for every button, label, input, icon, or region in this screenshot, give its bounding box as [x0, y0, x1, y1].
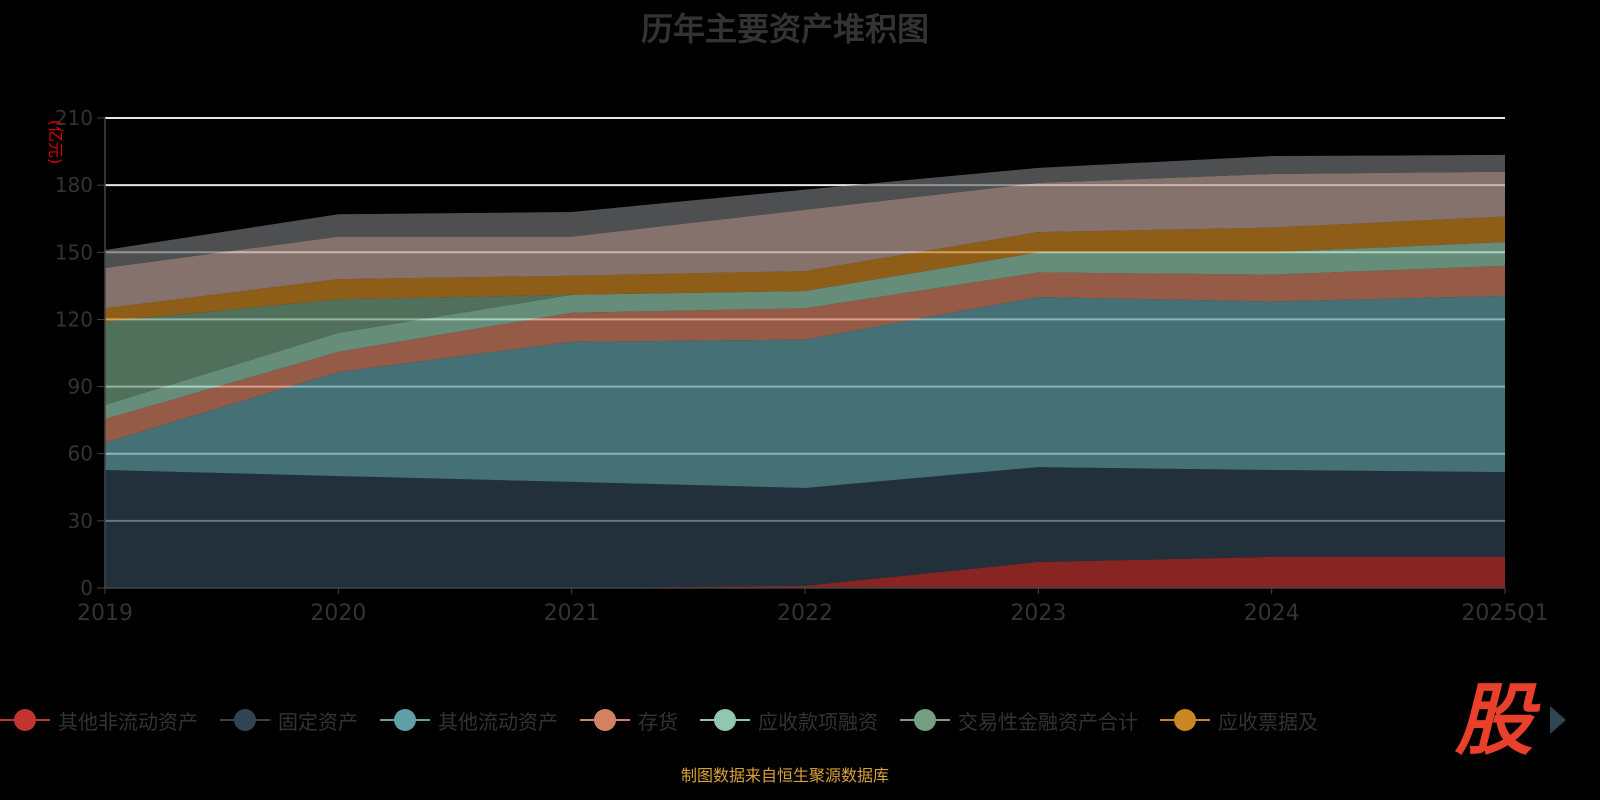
- y-tick-label: 150: [55, 240, 93, 264]
- legend-marker-icon: [380, 708, 430, 732]
- legend-label: 交易性金融资产合计: [958, 709, 1138, 734]
- legend-marker-icon: [220, 708, 270, 732]
- area-series: [105, 241, 1505, 405]
- x-tick-label: 2020: [310, 601, 366, 626]
- y-tick-label: 210: [55, 106, 93, 130]
- legend-marker-icon: [580, 708, 630, 732]
- legend-item[interactable]: 交易性金融资产合计: [900, 706, 1138, 735]
- legend-label: 应收款项融资: [758, 709, 878, 734]
- y-tick-label: 180: [55, 173, 93, 197]
- x-tick-label: 2024: [1244, 601, 1300, 626]
- chart-legend: 其他非流动资产 固定资产 其他流动资产 存货 应收款项融资 交易性金融资产合计 应收票据及: [0, 704, 1460, 736]
- legend-item[interactable]: 其他非流动资产: [0, 706, 198, 735]
- legend-marker-icon: [700, 708, 750, 732]
- x-tick-label: 2021: [544, 601, 600, 626]
- legend-item[interactable]: 应收票据及: [1160, 706, 1318, 735]
- y-axis-label: (亿元): [46, 120, 65, 165]
- legend-label: 固定资产: [278, 709, 358, 734]
- chart-title: 历年主要资产堆积图: [640, 10, 929, 48]
- stacked-area-chart: 0 30 60 90 120 150 180 210(亿元) 2019 2020 2021 2022 2…: [46, 106, 1549, 626]
- area-series: [105, 216, 1505, 322]
- y-tick-label: 120: [55, 307, 93, 331]
- area-series: [105, 556, 1505, 588]
- legend-marker-icon: [0, 708, 50, 732]
- legend-marker-icon: [900, 708, 950, 732]
- legend-item[interactable]: 存货: [580, 706, 678, 735]
- y-tick-label: 60: [68, 442, 93, 466]
- x-tick-label: 2025Q1: [1461, 601, 1548, 626]
- data-source-note: 制图数据来自恒生聚源数据库: [680, 766, 889, 785]
- legend-label: 其他非流动资产: [58, 709, 198, 734]
- legend-item[interactable]: 应收款项融资: [700, 706, 878, 735]
- legend-item[interactable]: 固定资产: [220, 706, 358, 735]
- area-series: [105, 295, 1505, 488]
- legend-label: 应收票据及: [1218, 709, 1318, 734]
- legend-marker-icon: [1160, 708, 1210, 732]
- legend-label: 其他流动资产: [438, 709, 558, 734]
- area-series: [105, 241, 1505, 420]
- x-tick-label: 2022: [777, 601, 833, 626]
- brand-logo: 股: [1455, 676, 1534, 766]
- area-series: [105, 171, 1505, 309]
- area-series: [105, 467, 1505, 588]
- area-series: [105, 154, 1505, 268]
- legend-item[interactable]: 其他流动资产: [380, 706, 558, 735]
- x-tick-label: 2019: [77, 601, 133, 626]
- legend-next-page-icon[interactable]: [1550, 706, 1566, 734]
- area-series: [105, 265, 1505, 443]
- y-tick-label: 30: [68, 509, 93, 533]
- y-tick-label: 90: [68, 375, 93, 399]
- x-tick-label: 2023: [1010, 601, 1066, 626]
- legend-label: 存货: [638, 709, 678, 734]
- y-tick-label: 0: [80, 576, 93, 600]
